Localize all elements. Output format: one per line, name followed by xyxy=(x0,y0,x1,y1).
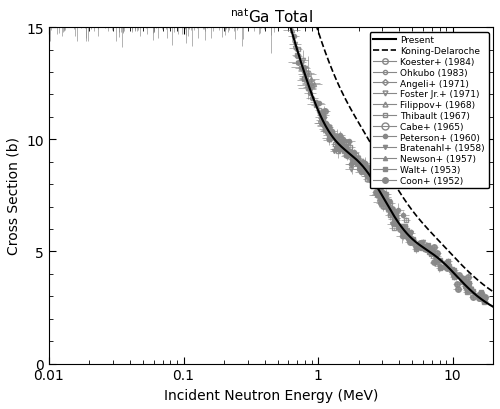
Y-axis label: Cross Section (b): Cross Section (b) xyxy=(7,137,21,255)
X-axis label: Incident Neutron Energy (MeV): Incident Neutron Energy (MeV) xyxy=(164,388,378,402)
Title: $^{\mathrm{nat}}$Ga Total: $^{\mathrm{nat}}$Ga Total xyxy=(230,7,312,26)
Legend: Present, Koning-Delaroche, Koester+ (1984), Ohkubo (1983), Angeli+ (1971), Foste: Present, Koning-Delaroche, Koester+ (198… xyxy=(370,33,488,189)
